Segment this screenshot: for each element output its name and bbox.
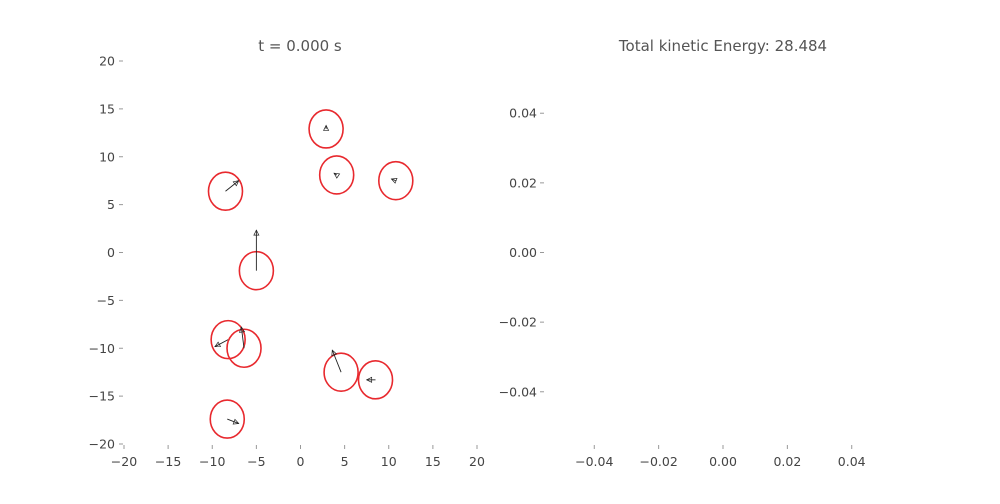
- velocity-arrow: [227, 418, 239, 424]
- left-x-tick-label: 5: [341, 454, 349, 469]
- velocity-arrow-head: [232, 418, 240, 425]
- velocity-arrow-head: [365, 376, 373, 383]
- right-x-tick-label: −0.04: [575, 454, 613, 469]
- left-y-tick-label: 5: [107, 197, 115, 212]
- left-x-tick-label: −5: [247, 454, 265, 469]
- left-x-tick-label: −20: [111, 454, 137, 469]
- particle-marker: [226, 328, 262, 369]
- velocity-arrow: [391, 178, 396, 182]
- particle-marker: [207, 171, 244, 212]
- left-y-tick-label: 0: [107, 245, 115, 260]
- left-x-tick-label: 20: [469, 454, 485, 469]
- left-plot-title: t = 0.000 s: [258, 37, 342, 55]
- particle-marker: [308, 109, 344, 149]
- velocity-arrow-head: [253, 229, 260, 236]
- left-y-tick-label: −20: [89, 437, 115, 452]
- left-y-tick-label: 10: [99, 149, 115, 164]
- left-x-tick-label: 10: [381, 454, 397, 469]
- right-y-tick-label: 0.04: [509, 106, 537, 121]
- velocity-arrow: [214, 339, 229, 348]
- velocity-arrow-head: [238, 326, 246, 333]
- particle-marker: [210, 319, 246, 360]
- velocity-arrow-head: [333, 172, 341, 179]
- particle-marker: [357, 360, 394, 400]
- left-y-tick-label: −10: [89, 341, 115, 356]
- left-x-tick-label: −10: [199, 454, 225, 469]
- right-y-tick-label: −0.02: [499, 315, 537, 330]
- right-y-tick-label: 0.02: [509, 175, 537, 190]
- right-plot-title: Total kinetic Energy: 28.484: [618, 37, 827, 55]
- velocity-arrow: [331, 349, 342, 373]
- left-y-tick-label: −15: [89, 389, 115, 404]
- velocity-arrow: [225, 180, 240, 192]
- left-y-tick-label: 15: [99, 101, 115, 116]
- right-x-tick-label: −0.02: [639, 454, 677, 469]
- energy-plot: Total kinetic Energy: 28.484 0.04 0.02 0.0…: [499, 37, 866, 469]
- velocity-arrow-head: [390, 178, 398, 184]
- velocity-arrow-head: [331, 349, 338, 357]
- left-x-tick-label: −15: [155, 454, 181, 469]
- velocity-arrow-head: [214, 341, 222, 348]
- left-x-tick-label: 0: [297, 454, 305, 469]
- right-x-tick-label: 0.02: [773, 454, 801, 469]
- particle-marker: [318, 155, 355, 195]
- velocity-arrow: [240, 327, 245, 349]
- particle-marker: [378, 160, 414, 201]
- velocity-arrow-head: [323, 124, 330, 131]
- right-x-tick-label: 0.00: [709, 454, 737, 469]
- particle-plot: t = 0.000 s 20 15 10 5 0 −5 −10 −15 −20 −20 −15 −1…: [89, 37, 485, 469]
- right-y-tick-label: 0.00: [509, 245, 537, 260]
- particle-marker: [209, 399, 246, 439]
- right-x-tick-label: 0.04: [838, 454, 866, 469]
- particle-marker: [323, 352, 359, 392]
- left-y-tick-label: −5: [97, 293, 115, 308]
- left-y-tick-label: 20: [99, 54, 115, 69]
- velocity-arrow-head: [232, 180, 240, 187]
- left-x-tick-label: 15: [425, 454, 441, 469]
- right-y-tick-label: −0.04: [499, 384, 537, 399]
